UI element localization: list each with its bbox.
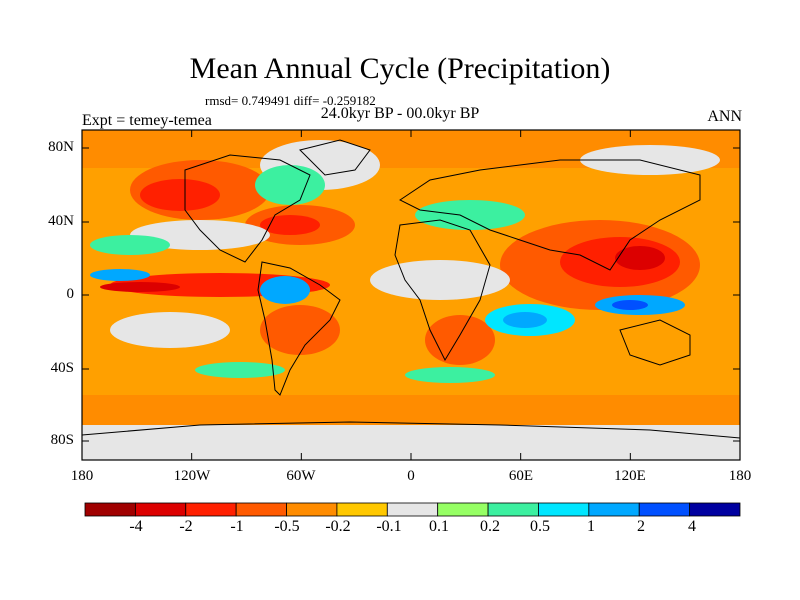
north-america-coast xyxy=(184,154,311,263)
siberia-neutral xyxy=(580,145,720,175)
lon-tick-180w: 180 xyxy=(70,468,94,484)
s-pacific-neutral xyxy=(110,312,230,348)
lon-tick-180e: 180 xyxy=(728,468,752,484)
greenland-coast xyxy=(299,139,371,176)
colorbar-label: 1 xyxy=(587,518,595,535)
colorbar-swatch xyxy=(134,502,187,517)
australia-coast xyxy=(619,319,691,366)
lat-tick-80n: 80N xyxy=(48,139,74,155)
colorbar-swatch xyxy=(638,502,691,517)
colorbar-swatch xyxy=(437,502,489,517)
colorbar-swatch xyxy=(538,502,590,517)
eurasia-coast xyxy=(399,159,701,271)
colorbar-label: 0.1 xyxy=(429,518,449,535)
experiment-label: Expt = temey-temea xyxy=(82,112,212,129)
period-text: 24.0kyr BP - 00.0kyr BP xyxy=(320,105,480,122)
w-pacific-core xyxy=(615,246,665,270)
s-africa-dry xyxy=(425,315,495,365)
maritime-core xyxy=(612,300,648,310)
s-atlantic-wet xyxy=(405,367,495,383)
colorbar-label: -1 xyxy=(230,518,244,535)
n-pacific-core xyxy=(140,179,220,211)
colorbar-swatch xyxy=(386,502,439,517)
coastlines xyxy=(82,139,740,439)
colorbar-swatch xyxy=(336,502,388,517)
precip-field xyxy=(82,130,740,460)
south-america-coast xyxy=(257,261,341,396)
colorbar-label: -0.2 xyxy=(325,518,351,535)
e-pacific-wet xyxy=(90,235,170,255)
lon-tick-120w: 120W xyxy=(173,468,211,484)
colorbar-label: -4 xyxy=(129,518,143,535)
southern-band xyxy=(82,395,740,425)
colorbar-swatch xyxy=(185,502,237,517)
colorbar-label: 0.2 xyxy=(480,518,500,535)
season-label: ANN xyxy=(707,108,742,125)
colorbar-label: 4 xyxy=(688,518,696,535)
lon-tick-60e: 60E xyxy=(508,468,534,484)
colorbar-label: -0.5 xyxy=(274,518,300,535)
colorbar-swatch xyxy=(588,502,640,517)
europe-wet xyxy=(415,200,525,230)
colorbar-label: -2 xyxy=(179,518,193,535)
lat-tick-80s: 80S xyxy=(50,432,74,448)
lat-tick-40n: 40N xyxy=(48,213,74,229)
lat-tick-40s: 40S xyxy=(50,360,74,376)
africa-coast xyxy=(394,219,491,362)
canada-wet xyxy=(255,165,325,205)
figure-title: Mean Annual Cycle (Precipitation) xyxy=(189,52,611,85)
pacific-equator-wet xyxy=(90,269,150,281)
n-atlantic-core xyxy=(260,215,320,235)
lon-tick-60w: 60W xyxy=(286,468,316,484)
lon-tick-0: 0 xyxy=(407,468,415,484)
colorbar-swatch xyxy=(235,502,287,517)
colorbar-label: 0.5 xyxy=(530,518,550,535)
colorbar xyxy=(84,502,741,517)
lon-tick-120e: 120E xyxy=(614,468,646,484)
s-america-dry xyxy=(260,305,340,355)
colorbar-swatch xyxy=(84,502,136,517)
stats-text: rmsd= 0.749491 diff= -0.259182 xyxy=(205,93,376,108)
indian-ocean-core xyxy=(503,312,547,328)
axis-ticks xyxy=(81,130,741,460)
itcz-core xyxy=(100,282,180,292)
colorbar-swatch xyxy=(286,502,338,517)
amazon-wet xyxy=(260,276,310,304)
colorbar-label: -0.1 xyxy=(376,518,402,535)
africa-neutral xyxy=(370,260,510,300)
s-pacific-wet xyxy=(195,362,285,378)
lat-tick-0: 0 xyxy=(66,286,75,302)
antarctica-coast xyxy=(82,421,740,439)
colorbar-label: 2 xyxy=(637,518,645,535)
colorbar-swatch xyxy=(487,502,539,517)
colorbar-swatch xyxy=(689,502,741,517)
